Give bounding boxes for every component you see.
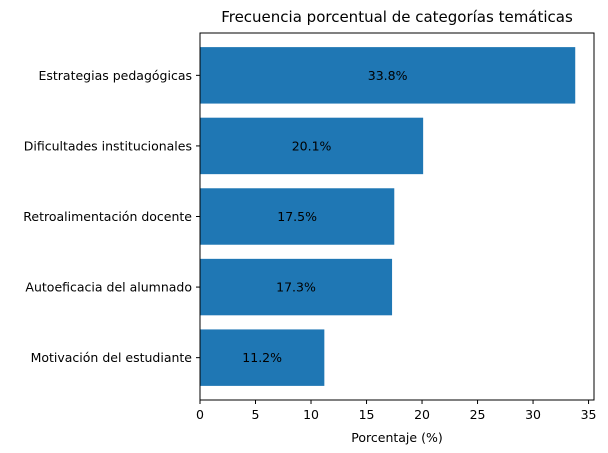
x-tick-label: 35 [581,407,597,422]
x-tick-label: 0 [196,407,204,422]
y-tick-label: Motivación del estudiante [31,350,193,365]
chart-title: Frecuencia porcentual de categorías temá… [221,8,573,26]
x-tick-label: 20 [414,407,430,422]
x-tick-label: 5 [252,407,260,422]
y-tick-label: Autoeficacia del alumnado [25,280,192,295]
x-tick-label: 10 [303,407,319,422]
x-axis-ticks: 0 5 10 15 20 25 30 35 [196,400,597,422]
bar [200,258,393,316]
x-tick-label: 30 [525,407,541,422]
x-axis-label: Porcentaje (%) [351,430,442,445]
bar-data-label: 20.1% [292,138,332,153]
bar-data-label: 11.2% [242,350,282,365]
bars-layer [200,47,576,386]
bar [200,117,424,175]
x-tick-label: 15 [359,407,375,422]
bar-data-label: 33.8% [368,68,408,83]
bar-data-label: 17.3% [276,280,316,295]
y-axis-ticks: Estrategias pedagógicas Dificultades inst… [23,68,200,365]
y-tick-label: Retroalimentación docente [23,209,192,224]
bar [200,47,576,104]
bar [200,329,325,386]
bar-data-label: 17.5% [277,209,317,224]
data-labels-layer: 33.8% 20.1% 17.5% 17.3% 11.2% [242,68,407,365]
y-tick-label: Estrategias pedagógicas [38,68,192,83]
y-tick-label: Dificultades institucionales [24,138,192,153]
x-tick-label: 25 [470,407,486,422]
bar [200,188,395,245]
